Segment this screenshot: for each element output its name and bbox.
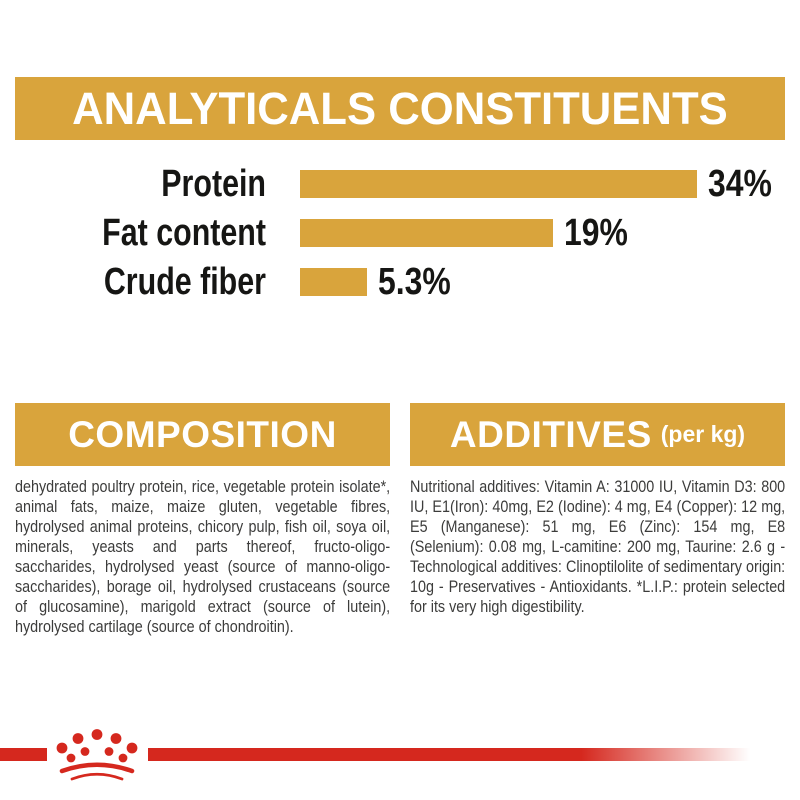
chart-row-fat-content: Fat content 19%	[0, 212, 640, 254]
analytical-constituents-banner: ANALYTICALS CONSTITUENTS	[15, 77, 785, 140]
chart-row-protein: Protein 34%	[0, 163, 784, 205]
protein-value: 34%	[708, 162, 772, 205]
protein-bar	[300, 170, 697, 198]
chart-row-crude-fiber: Crude fiber 5.3%	[0, 261, 465, 303]
fat-content-label: Fat content	[102, 211, 266, 254]
additives-body: Nutritional additives: Vitamin A: 31000 …	[410, 477, 786, 616]
composition-body: dehydrated poultry protein, rice, vegeta…	[15, 477, 391, 636]
protein-label: Protein	[161, 162, 266, 205]
crude-fiber-bar	[300, 268, 367, 296]
composition-title: COMPOSITION	[68, 413, 337, 455]
additives-banner: ADDITIVES (per kg)	[410, 403, 785, 466]
crude-fiber-value: 5.3%	[378, 260, 451, 303]
footer-red-strip-left	[0, 748, 47, 761]
additives-title: ADDITIVES	[449, 413, 652, 455]
additives-per-kg-label: (per kg)	[660, 421, 746, 447]
crude-fiber-label: Crude fiber	[103, 260, 266, 303]
footer-red-strip-right	[148, 748, 750, 761]
royal-canin-crown-logo	[56, 729, 138, 781]
analytical-constituents-title: ANALYTICALS CONSTITUENTS	[72, 82, 728, 134]
fat-content-value: 19%	[564, 211, 628, 254]
composition-banner: COMPOSITION	[15, 403, 390, 466]
fat-content-bar	[300, 219, 553, 247]
